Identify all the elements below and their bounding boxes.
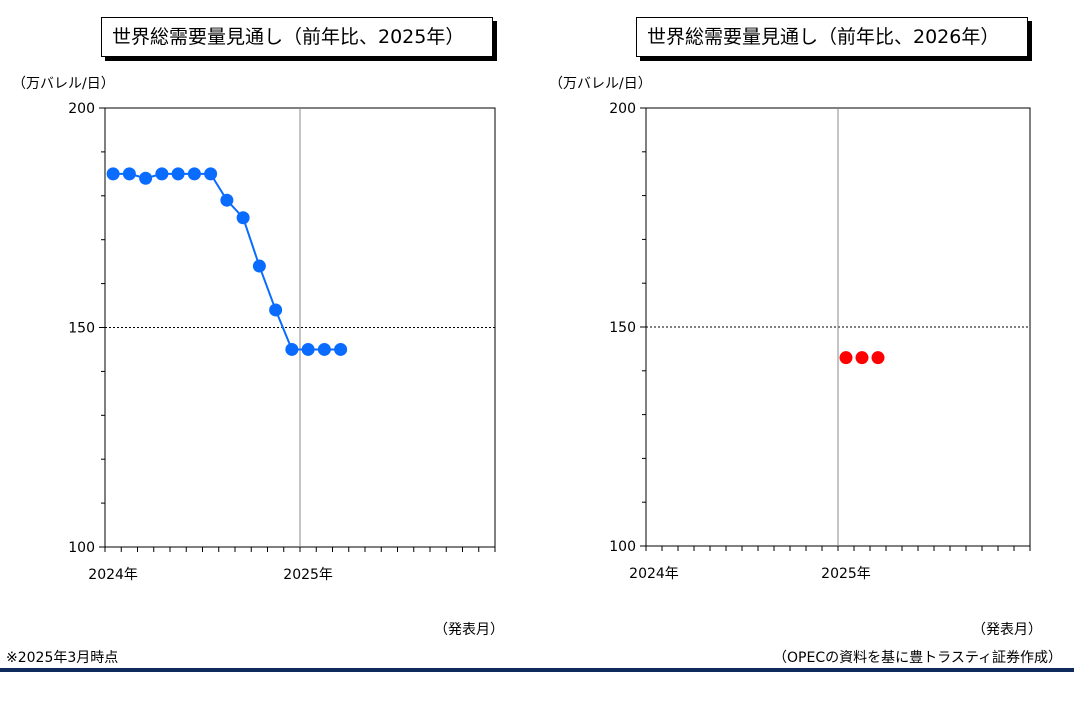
left-data-point [122,167,136,181]
chart-left-title: 世界総需要量見通し（前年比、2025年） [101,17,493,57]
left-data-point [252,259,266,273]
left-data-point [301,342,315,356]
left-data-point [155,167,169,181]
left-data-point [139,171,153,185]
right-y-tick-label: 100 [609,539,636,555]
source-note: （OPECの資料を基に豊トラスティ証券作成） [773,650,1062,666]
chart-right-title: 世界総需要量見通し（前年比、2026年） [636,17,1028,57]
left-data-point [269,303,283,317]
footnote: ※2025年3月時点 [6,650,119,666]
left-y-tick-label: 150 [68,321,95,337]
left-publication-month-label: （発表月） [434,622,504,638]
left-data-point [334,342,348,356]
left-data-point [171,167,185,181]
right-data-point [871,351,885,365]
left-data-point [285,342,299,356]
right-data-point [839,351,853,365]
right-data-point [855,351,869,365]
footer-rule [0,668,1074,672]
left-data-point [187,167,201,181]
right-x-tick-label: 2025年 [821,566,871,582]
left-x-tick-label: 2025年 [283,567,333,583]
left-y-tick-label: 200 [68,101,95,117]
left-data-point [220,193,234,207]
right-publication-month-label: （発表月） [972,622,1042,638]
right-y-tick-label: 200 [609,101,636,117]
right-unit-label: （万バレル/日） [549,76,652,92]
left-data-point [317,342,331,356]
right-y-tick-label: 150 [609,320,636,336]
left-data-point [106,167,120,181]
left-data-point [236,211,250,225]
left-data-point [204,167,218,181]
left-x-tick-label: 2024年 [88,567,138,583]
right-x-tick-label: 2024年 [629,566,679,582]
left-y-tick-label: 100 [68,540,95,556]
left-unit-label: （万バレル/日） [12,76,115,92]
